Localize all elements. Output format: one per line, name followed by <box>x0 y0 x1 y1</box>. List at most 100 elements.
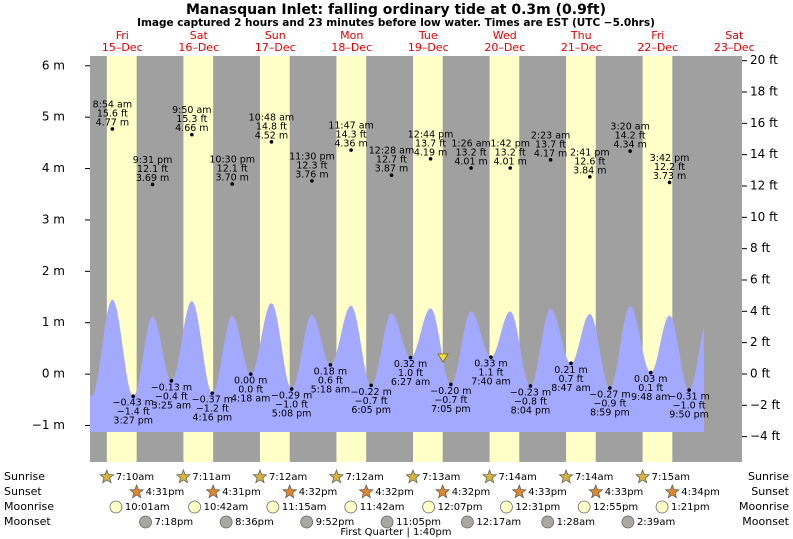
y2-tick-label: 12 ft <box>750 179 778 193</box>
tide-label: 3.69 m <box>136 173 169 184</box>
tide-point <box>389 173 394 178</box>
tide-label: −1.2 ft <box>196 404 229 415</box>
tide-label: −0.7 ft <box>355 396 388 407</box>
y2-tick-label: 20 ft <box>750 53 778 67</box>
tide-label: 8:59 pm <box>590 407 630 418</box>
tide-label: 4:16 pm <box>193 413 233 424</box>
tide-label: 13.2 ft <box>495 148 526 159</box>
tide-label: −0.43 m <box>113 398 154 409</box>
tide-label: 11:30 pm <box>289 151 335 162</box>
tide-curve <box>90 299 704 432</box>
tide-point <box>548 158 553 162</box>
moonset-time: 7:18pm <box>155 517 194 528</box>
tide-label: 0.03 m <box>634 374 667 385</box>
tide-label: 2:41 pm <box>570 147 610 158</box>
tide-label: 3.87 m <box>375 164 408 175</box>
tide-label: 14.3 ft <box>336 130 367 141</box>
tide-label: 4.77 m <box>96 117 129 128</box>
moon-icon <box>266 500 280 514</box>
tide-point <box>110 127 115 131</box>
tide-label: 7:40 am <box>471 377 510 388</box>
tide-label: −0.13 m <box>151 382 192 393</box>
row-label: Sunset <box>4 485 42 498</box>
row-label: Moonrise <box>4 500 54 513</box>
day-date: 19–Dec <box>408 41 449 54</box>
tide-label: 8:47 am <box>551 383 590 394</box>
tide-point <box>328 363 333 367</box>
day-date: 18–Dec <box>331 41 372 54</box>
current-marker <box>437 353 449 363</box>
moonrise-time: 11:42am <box>360 502 405 513</box>
tide-point <box>169 379 174 383</box>
sunset-time: 4:31pm <box>146 487 185 498</box>
moonset-time: 11:05pm <box>396 517 441 528</box>
sunrise-time: 7:11am <box>192 472 230 483</box>
sunrise-time: 7:13am <box>422 472 460 483</box>
tide-point <box>428 156 433 161</box>
tide-point <box>310 179 314 183</box>
tide-label: −0.22 m <box>350 387 391 398</box>
tide-label: 14.8 ft <box>256 121 287 132</box>
y-tick-label: −1 m <box>32 418 65 432</box>
moonset-time: 2:39am <box>637 517 675 528</box>
tide-label: 4.36 m <box>334 139 367 150</box>
sunrise-time: 7:10am <box>116 472 154 483</box>
moonset-time: 9:52pm <box>316 517 355 528</box>
tide-point <box>489 355 493 359</box>
sun-icon <box>588 484 604 499</box>
tide-label: 0.18 m <box>314 366 347 377</box>
moonrise-time: 10:42am <box>204 502 249 513</box>
tide-label: −0.20 m <box>430 386 471 397</box>
sun-icon <box>435 484 451 499</box>
day-date: 23–Dec <box>714 41 755 54</box>
moonrise-time: 11:15am <box>282 502 327 513</box>
tide-label: 0.00 m <box>234 376 267 387</box>
moon-phase: First Quarter | 1:40pm <box>340 527 451 538</box>
day-name: Fri <box>116 29 129 42</box>
tide-label: 4.17 m <box>534 148 567 159</box>
tide-label: 9:48 am <box>631 392 670 403</box>
tide-label: 4.01 m <box>493 157 526 168</box>
y-tick-label: 1 m <box>42 315 65 329</box>
tide-label: −1.0 ft <box>673 401 706 412</box>
tide-label: 13.7 ft <box>535 139 566 150</box>
tide-label: 15.6 ft <box>97 108 128 119</box>
tide-label: 12.3 ft <box>296 160 327 171</box>
moon-icon <box>499 500 513 514</box>
tide-point <box>269 140 274 144</box>
y-tick-label: 2 m <box>42 264 65 278</box>
row-label: Sunset <box>751 485 789 498</box>
tide-point <box>687 388 691 392</box>
tide-label: 15.3 ft <box>176 114 207 125</box>
moonrise-time: 10:01am <box>125 502 170 513</box>
moonrise-time: 12:55pm <box>593 502 638 513</box>
tide-label: 1.1 ft <box>478 368 503 379</box>
tide-label: 0.33 m <box>474 359 507 370</box>
sunset-time: 4:33pm <box>605 487 644 498</box>
tide-point <box>588 174 592 179</box>
tide-label: 4:18 am <box>231 394 270 405</box>
sunset-time: 4:32pm <box>452 487 491 498</box>
tide-point <box>190 132 194 137</box>
tide-label: 3.70 m <box>216 172 249 183</box>
tide-label: −0.9 ft <box>593 398 626 409</box>
y2-tick-label: 10 ft <box>750 210 778 224</box>
tide-point <box>667 180 672 185</box>
tide-label: 12.6 ft <box>574 156 605 167</box>
tide-label: −0.29 m <box>271 391 312 402</box>
moonrise-time: 1:21pm <box>671 502 710 513</box>
sun-icon <box>558 469 574 484</box>
sun-icon <box>358 484 374 499</box>
tide-label: 9:50 am <box>172 105 211 116</box>
day-name: Sat <box>190 29 209 42</box>
moonset-time: 8:36pm <box>235 517 274 528</box>
tide-label: 1:26 am <box>451 139 490 150</box>
row-label: Moonrise <box>739 500 789 513</box>
sun-icon <box>635 469 651 484</box>
day-date: 16–Dec <box>178 41 219 54</box>
tide-label: 12.2 ft <box>654 162 685 173</box>
tide-label: −0.37 m <box>192 395 233 406</box>
day-name: Sun <box>265 29 286 42</box>
y2-tick-label: 6 ft <box>750 272 770 286</box>
tide-label: 4.34 m <box>613 140 646 151</box>
